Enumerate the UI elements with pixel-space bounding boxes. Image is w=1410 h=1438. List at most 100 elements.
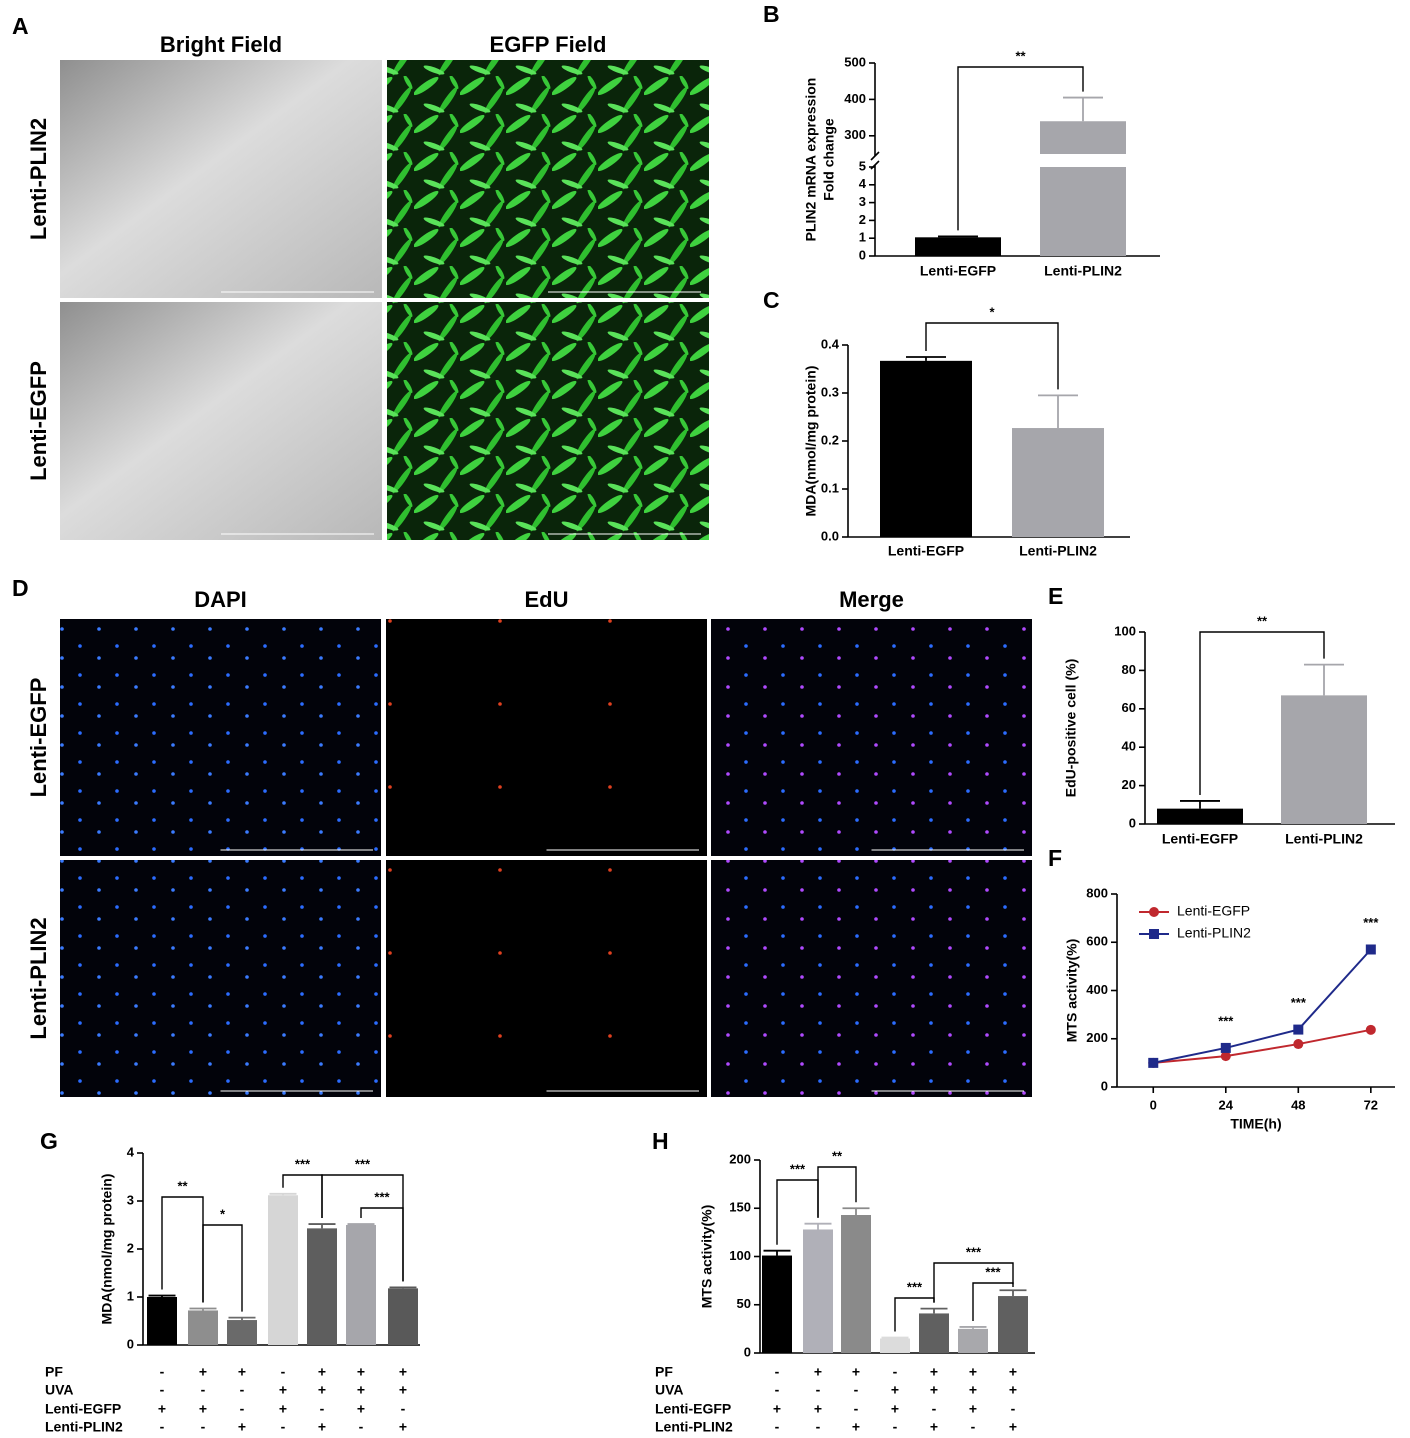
panel-label: C [763,287,780,313]
y-tick-label: 1 [859,230,866,245]
marker [1293,1024,1304,1035]
column-header: EdU [525,587,569,612]
bar [188,1310,218,1345]
significance-bracket [202,1224,243,1312]
condition-label: Lenti-PLIN2 [45,1419,123,1435]
condition-sign: + [1009,1382,1017,1398]
bar [762,1255,792,1353]
condition-sign: - [816,1419,821,1435]
micrograph [387,302,709,540]
bar [1012,428,1104,537]
y-tick-label: 0.4 [821,336,840,351]
x-tick-label: 72 [1364,1097,1378,1112]
condition-sign: - [160,1382,165,1398]
y-tick-label: 0.2 [821,432,839,447]
y-tick-label: 0.1 [821,480,839,495]
y-tick-label: 40 [1122,739,1136,754]
y-axis-label: MTS activity(%) [699,1205,715,1308]
condition-label: UVA [655,1382,684,1398]
condition-sign: - [201,1419,206,1435]
y-tick-label: 50 [737,1296,751,1311]
condition-sign: + [969,1364,977,1380]
row-label: Lenti-EGFP [26,678,51,798]
condition-sign: + [930,1382,938,1398]
marker [1365,944,1376,955]
micrograph [60,860,381,1097]
significance-bracket [817,1166,857,1218]
condition-sign: + [969,1401,977,1417]
y-tick-label: 80 [1122,662,1136,677]
condition-sign: + [814,1364,822,1380]
error-bar [228,1316,256,1321]
column-header: DAPI [194,587,247,612]
error-bar [189,1307,217,1311]
condition-label: PF [45,1364,63,1380]
condition-sign: + [279,1401,287,1417]
condition-sign: + [852,1364,860,1380]
condition-sign: - [240,1401,245,1417]
y-tick-label: 3 [127,1192,134,1207]
bar [919,1313,949,1353]
condition-sign: - [775,1382,780,1398]
row-label: Lenti-PLIN2 [26,118,51,240]
significance-label: *** [790,1161,806,1176]
bar [268,1195,298,1345]
micrograph [60,302,382,540]
error-bar [763,1249,791,1256]
condition-label: PF [655,1364,673,1380]
condition-sign: + [158,1401,166,1417]
bar [1281,695,1367,824]
condition-sign: - [281,1364,286,1380]
y-tick-label: 0 [859,247,866,262]
error-bar [999,1289,1027,1297]
error-bar [959,1326,987,1329]
micrograph [60,619,381,856]
y-tick-label: 4 [859,176,867,191]
bar [803,1229,833,1353]
y-tick-label: 4 [127,1144,135,1159]
marker [1293,1039,1304,1050]
significance-label: *** [966,1244,982,1259]
bar [227,1320,257,1345]
micrograph [386,860,707,1097]
error-bar [1304,663,1344,696]
y-tick-label: 0 [744,1344,751,1359]
y-tick-label: 200 [729,1151,751,1166]
error-bar [920,1307,948,1314]
x-tick-label: Lenti-PLIN2 [1019,543,1097,559]
y-tick-label: 150 [729,1200,751,1215]
error-bar [308,1223,336,1229]
condition-sign: + [238,1419,246,1435]
condition-sign: - [160,1419,165,1435]
bar [880,360,972,537]
error-bar [1063,96,1103,122]
micrograph [711,860,1032,1097]
significance-label: * [989,304,995,319]
condition-sign: + [852,1419,860,1435]
y-axis-label: MDA(nmol/mg protein) [99,1174,115,1325]
bar [958,1328,988,1353]
bar [1157,808,1243,824]
y-axis-label: PLIN2 mRNA expression [803,78,819,242]
row-label: Lenti-PLIN2 [26,917,51,1039]
significance-label: ** [1015,48,1026,63]
panel-label: D [12,575,29,601]
condition-sign: + [357,1382,365,1398]
legend-label: Lenti-PLIN2 [1177,925,1251,941]
axis-break [870,151,880,161]
bar [1040,121,1126,257]
bar [388,1288,418,1345]
y-tick-label: 3 [859,194,866,209]
x-tick-label: Lenti-EGFP [920,263,996,279]
significance-label: ** [832,1148,843,1163]
condition-sign: - [854,1382,859,1398]
bar [880,1338,910,1353]
bar [998,1296,1028,1353]
condition-sign: - [971,1419,976,1435]
condition-sign: - [401,1401,406,1417]
condition-sign: + [891,1382,899,1398]
panel-label: E [1048,583,1063,609]
error-bar [1038,394,1078,429]
x-axis-label: TIME(h) [1230,1116,1281,1132]
